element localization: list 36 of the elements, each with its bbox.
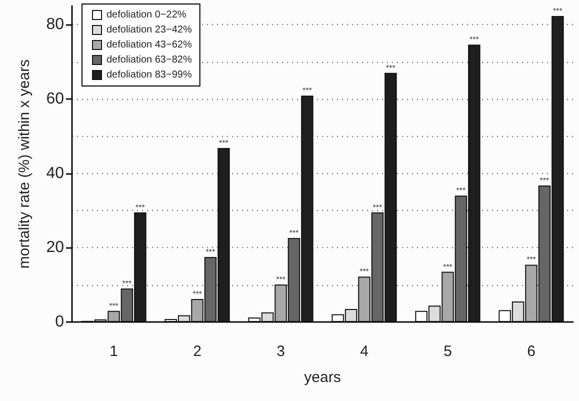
- data-label: ***: [289, 228, 299, 238]
- x-tick-label: 1: [110, 343, 118, 360]
- data-label: ***: [122, 279, 132, 288]
- data-label: ***: [136, 202, 145, 212]
- x-axis-title: years: [304, 369, 341, 386]
- data-label: ***: [540, 176, 550, 186]
- data-label: ***: [443, 262, 452, 272]
- x-tick-label: 5: [444, 343, 452, 360]
- data-label: ***: [219, 138, 228, 148]
- x-tick-label: 6: [527, 343, 536, 360]
- y-tick-label: 0: [55, 314, 64, 330]
- x-tick-label: 3: [276, 343, 285, 360]
- data-label: ***: [206, 247, 216, 256]
- y-tick-label: 40: [46, 164, 64, 182]
- data-label: ***: [553, 6, 562, 16]
- data-label: ***: [526, 255, 536, 264]
- data-label: ***: [302, 86, 312, 96]
- legend-label: defoliation 83−99%: [106, 70, 192, 80]
- y-tick-label: 60: [46, 90, 64, 108]
- y-axis-title: mortality rate (%) within x years: [16, 59, 33, 269]
- x-tick-label: 2: [193, 343, 202, 360]
- legend-label: defoliation 0−22%: [106, 10, 186, 20]
- y-tick-label: 80: [46, 16, 64, 34]
- data-label: ***: [386, 63, 396, 72]
- data-label: ***: [372, 202, 382, 212]
- data-label: ***: [470, 35, 479, 44]
- y-tick-label: 20: [46, 239, 64, 256]
- data-label: ***: [109, 301, 118, 310]
- legend-label: defoliation 63−82%: [106, 54, 192, 66]
- legend-label: defoliation 43−62%: [106, 40, 192, 50]
- x-tick-label: 4: [360, 343, 368, 360]
- legend-label: defoliation 23−42%: [106, 24, 192, 36]
- data-label: ***: [192, 289, 202, 298]
- data-label: ***: [360, 267, 369, 276]
- data-label: ***: [276, 274, 286, 284]
- data-label: ***: [456, 186, 466, 196]
